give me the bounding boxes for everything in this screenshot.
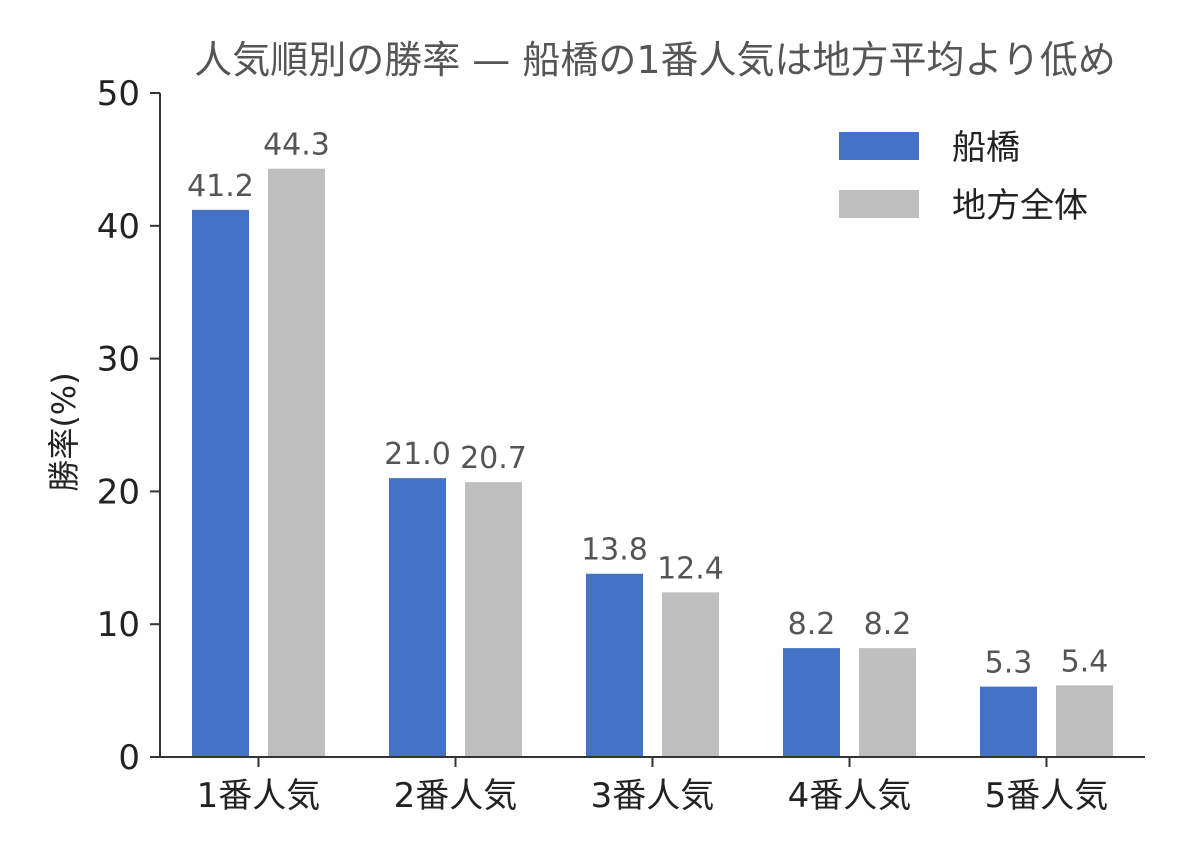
x-tick-label: 5番人気 [985, 776, 1109, 816]
data-labels: 41.2 44.3 21.0 20.7 13.8 12.4 8.2 8.2 5.3 5.4 [187, 128, 1108, 681]
y-axis-label: 勝率(%) [45, 372, 83, 491]
y-axis-ticks: 0 10 20 30 40 50 [97, 74, 160, 778]
x-tick-label: 4番人気 [788, 776, 912, 816]
y-tick-label: 10 [97, 605, 140, 645]
x-axis-ticks: 1番人気 2番人気 3番人気 4番人気 5番人気 [197, 757, 1109, 816]
bar-funabashi-3 [586, 573, 643, 757]
bar-funabashi-2 [389, 478, 446, 757]
y-tick-label: 20 [97, 472, 140, 512]
x-tick-label: 3番人気 [591, 776, 715, 816]
bar-chiho-zentai-5 [1056, 685, 1113, 757]
data-label: 41.2 [187, 169, 254, 204]
bar-funabashi-4 [783, 648, 840, 757]
bar-chiho-zentai-1 [268, 168, 325, 758]
data-label: 13.8 [581, 533, 648, 568]
legend-label: 地方全体 [952, 186, 1088, 226]
bar-chiho-zentai-2 [465, 482, 522, 757]
bar-funabashi-1 [192, 209, 249, 757]
data-label: 20.7 [460, 441, 527, 476]
data-label: 8.2 [864, 607, 912, 642]
data-label: 5.3 [985, 646, 1033, 681]
legend-label: 船橋 [952, 128, 1020, 168]
y-tick-label: 30 [97, 340, 140, 380]
data-label: 21.0 [384, 437, 451, 472]
bar-funabashi-5 [980, 686, 1037, 757]
data-label: 44.3 [263, 128, 330, 163]
y-tick-label: 50 [97, 74, 140, 114]
legend-swatch-chiho-zentai [839, 190, 919, 218]
x-tick-label: 2番人気 [394, 776, 518, 816]
y-tick-label: 40 [97, 207, 140, 247]
bars [192, 168, 1113, 758]
data-label: 8.2 [788, 607, 836, 642]
x-tick-label: 1番人気 [197, 776, 321, 816]
bar-chiho-zentai-3 [662, 592, 719, 757]
y-tick-label: 0 [118, 738, 140, 778]
data-label: 12.4 [657, 551, 724, 586]
legend-swatch-funabashi [839, 132, 919, 160]
data-label: 5.4 [1061, 644, 1109, 679]
bar-chiho-zentai-4 [859, 648, 916, 757]
chart-title: 人気順別の勝率 — 船橋の1番人気は地方平均より低め [194, 38, 1116, 82]
